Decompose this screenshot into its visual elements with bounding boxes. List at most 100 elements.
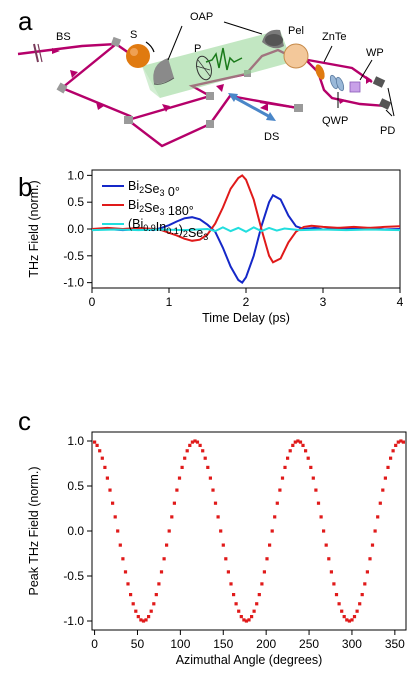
data-point (172, 501, 176, 505)
data-point (144, 618, 148, 622)
data-point (309, 465, 313, 469)
data-point (358, 602, 362, 606)
oap-mirror-icons (153, 29, 284, 85)
data-point (350, 618, 354, 622)
pellicle-icon (283, 43, 309, 69)
data-point (123, 570, 128, 574)
qwp-icon (329, 74, 345, 92)
data-point (347, 619, 351, 623)
data-point (322, 529, 326, 533)
c-y-tick-label: -0.5 (63, 569, 84, 583)
data-point (273, 515, 277, 519)
data-point (206, 465, 210, 469)
series-line-1 (91, 174, 401, 264)
data-point (381, 488, 385, 492)
data-point (337, 602, 341, 606)
c-x-axis-label: Azimuthal Angle (degrees) (176, 653, 323, 667)
data-point (352, 615, 357, 619)
chart-peak-field-vs-angle: 0 50 100 150 200 250 300 350 1.0 0.5 0.0 -0.5 -1.0 Az… (27, 431, 407, 667)
data-point (265, 557, 269, 561)
c-x-tick-label: 100 (170, 637, 190, 651)
data-point (229, 582, 233, 586)
data-point (373, 529, 377, 533)
data-point (232, 593, 236, 597)
data-point (113, 515, 117, 519)
b-x-tick-label: 4 (397, 295, 404, 309)
data-point (242, 618, 246, 622)
legend-label-2: (Bi0.9In0.1)2Se3 (128, 217, 208, 242)
data-point (190, 440, 194, 444)
data-point (157, 582, 161, 586)
data-point (111, 501, 115, 505)
data-point (103, 465, 107, 469)
data-point (167, 529, 171, 533)
znte-crystal-icon (315, 64, 325, 80)
data-point (252, 609, 256, 613)
data-point (345, 618, 349, 622)
b-x-tick-label: 0 (89, 295, 96, 309)
data-point (365, 570, 369, 574)
c-y-axis-label: Peak THz Field (norm.) (27, 467, 41, 596)
data-point (255, 602, 259, 606)
data-point (131, 602, 135, 606)
legend-label-1: Bi2Se3 180° (128, 198, 194, 218)
data-point (383, 476, 387, 480)
data-point (401, 440, 405, 444)
data-point (126, 582, 130, 586)
data-point (260, 582, 264, 586)
data-point (195, 440, 200, 444)
data-point (270, 529, 274, 533)
data-point (93, 440, 97, 444)
wollaston-prism-icon (349, 81, 361, 93)
data-point (165, 543, 169, 547)
data-point (221, 543, 225, 547)
data-point (316, 501, 321, 505)
data-point (201, 449, 205, 453)
b-y-tick-label: 0.5 (67, 195, 84, 209)
data-point (234, 602, 238, 606)
data-point (394, 443, 398, 447)
data-point (226, 570, 230, 574)
data-point (239, 615, 243, 619)
data-point (134, 609, 138, 613)
data-point (118, 543, 122, 547)
data-point (105, 476, 109, 480)
b-y-tick-label: 0.0 (67, 222, 84, 236)
b-x-axis-label: Time Delay (ps) (202, 311, 290, 325)
data-point (324, 543, 328, 547)
label-qwp: QWP (322, 115, 348, 127)
data-point (291, 443, 295, 447)
label-znte: ZnTe (322, 31, 346, 43)
data-point (378, 501, 382, 505)
data-point (280, 476, 285, 480)
c-plot-frame (91, 431, 407, 631)
panel-label-c: c (18, 406, 31, 436)
data-point (116, 529, 120, 533)
c-x-tick-label: 200 (256, 637, 276, 651)
data-point (98, 449, 102, 453)
c-x-tick-label: 250 (299, 637, 319, 651)
data-point (219, 529, 223, 533)
data-point (180, 465, 184, 469)
data-point (188, 443, 192, 447)
beam-direction-arrows (52, 48, 372, 112)
label-wp: WP (366, 47, 384, 59)
data-point (278, 488, 282, 492)
data-point (314, 488, 318, 492)
data-point (286, 456, 290, 460)
data-point (342, 615, 346, 619)
c-x-tick-label: 300 (342, 637, 362, 651)
data-point (177, 476, 182, 480)
polarizer-icon (195, 55, 212, 81)
label-pel: Pel (288, 25, 304, 37)
data-point (208, 476, 212, 480)
b-x-tick-label: 3 (320, 295, 327, 309)
b-y-tick-label: -1.0 (63, 276, 84, 290)
data-point (170, 515, 174, 519)
data-point (257, 593, 261, 597)
data-point (216, 515, 220, 519)
data-point (198, 443, 202, 447)
data-point (304, 449, 308, 453)
data-point (283, 465, 287, 469)
